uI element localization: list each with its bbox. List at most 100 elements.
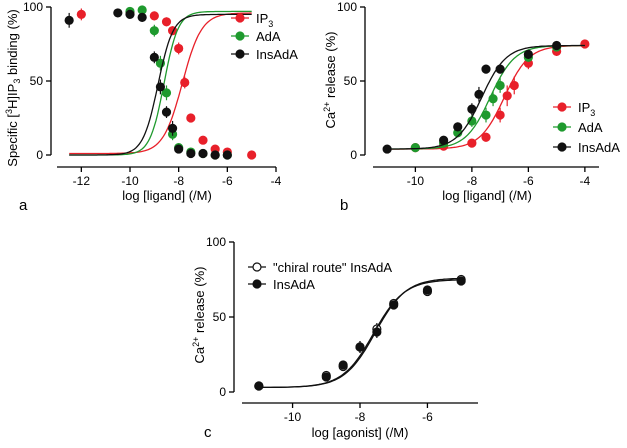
data-point xyxy=(552,40,562,51)
data-point xyxy=(372,327,382,337)
legend-label: InsAdA xyxy=(256,47,298,62)
data-point xyxy=(439,135,449,145)
data-point xyxy=(488,94,498,104)
data-point xyxy=(174,144,184,154)
data-point xyxy=(495,110,505,120)
series-insada xyxy=(382,40,585,154)
legend-marker xyxy=(235,31,245,41)
x-tick-label: -8 xyxy=(355,410,366,424)
x-tick-label: -8 xyxy=(467,174,478,188)
legend-marker xyxy=(557,122,567,132)
panel-a: 0 50 100 -12 -10 -8 -6 -4 log [ligand] (/M) Speci… xyxy=(4,0,298,214)
data-point xyxy=(167,123,178,133)
series-insada xyxy=(254,276,466,391)
data-point xyxy=(149,11,159,21)
fit-curve xyxy=(258,279,462,389)
y-tick-label: 0 xyxy=(350,148,357,162)
panel-label: c xyxy=(204,424,212,441)
y-axis-label-part: release (%) xyxy=(192,267,207,337)
legend-label-base: IP xyxy=(256,11,268,26)
data-point xyxy=(509,80,519,91)
data-point xyxy=(495,64,505,74)
y-axis-label-part: 2+ xyxy=(191,337,201,347)
legend-marker xyxy=(252,279,262,289)
data-point xyxy=(247,150,257,160)
fit-curve xyxy=(258,277,462,389)
data-point xyxy=(161,17,172,27)
data-point xyxy=(338,360,348,370)
x-tick-label: -10 xyxy=(407,174,425,188)
data-point xyxy=(467,138,477,148)
data-point xyxy=(474,89,484,99)
data-point xyxy=(222,150,232,160)
y-axis-label-part: 3 xyxy=(12,79,22,84)
y-axis-label-part: Specific [ xyxy=(5,114,20,167)
legend-label-base: InsAdA xyxy=(273,277,315,292)
x-tick-label: -10 xyxy=(121,174,139,188)
data-point xyxy=(422,285,433,295)
y-tick-label: 50 xyxy=(344,74,358,88)
data-point xyxy=(321,372,331,382)
legend-label: IP3 xyxy=(256,11,273,29)
fit-curve xyxy=(69,12,252,155)
y-axis-label-part: Ca xyxy=(323,111,338,128)
data-point xyxy=(355,342,365,352)
data-point xyxy=(502,91,512,101)
panel-c: 0 50 100 -10 -8 -6 log [agonist] (/M) Ca2+ rele… xyxy=(191,235,478,441)
y-tick-label: 0 xyxy=(219,385,226,399)
data-point xyxy=(254,381,264,391)
data-point xyxy=(149,52,159,62)
y-tick-label: 100 xyxy=(23,0,43,14)
data-point xyxy=(174,43,184,54)
data-point xyxy=(382,144,392,154)
data-point xyxy=(137,5,147,15)
legend-label: "chiral route" InsAdA xyxy=(273,260,392,275)
data-point xyxy=(186,113,196,123)
y-tick-label: 50 xyxy=(30,74,44,88)
data-point xyxy=(495,80,505,91)
legend-marker xyxy=(557,102,567,112)
y-tick-label: 100 xyxy=(206,235,226,249)
legend-label-base: AdA xyxy=(578,120,603,135)
data-point xyxy=(161,88,172,98)
data-point xyxy=(481,110,491,120)
data-point xyxy=(523,49,533,59)
data-point xyxy=(389,300,399,310)
data-point xyxy=(155,82,166,92)
x-axis-label: log [agonist] (/M) xyxy=(312,425,409,440)
y-axis-label: Ca2+ release (%) xyxy=(191,267,207,364)
data-point xyxy=(481,132,491,142)
x-tick-label: -6 xyxy=(523,174,534,188)
legend-marker xyxy=(235,49,245,59)
legend-marker xyxy=(235,13,245,23)
y-axis-label-part: 3 xyxy=(4,109,14,114)
legend-label-base: InsAdA xyxy=(256,47,298,62)
data-point xyxy=(161,107,172,117)
y-axis-label: Ca2+ release (%) xyxy=(322,32,338,129)
data-point xyxy=(180,77,190,88)
y-axis-label-part: Ca xyxy=(192,346,207,363)
legend-label-base: "chiral route" InsAdA xyxy=(273,260,392,275)
legend-label: InsAdA xyxy=(273,277,315,292)
legend-label-base: IP xyxy=(578,100,590,115)
series-insada xyxy=(64,8,252,160)
x-tick-label: -6 xyxy=(422,410,433,424)
y-axis-label-part: 2+ xyxy=(322,102,332,112)
x-axis-label: log [ligand] (/M) xyxy=(442,188,532,203)
data-point xyxy=(186,148,196,159)
legend-label-base: AdA xyxy=(256,29,281,44)
data-point xyxy=(113,8,123,18)
data-point xyxy=(210,150,220,160)
y-axis-label-part: release (%) xyxy=(323,32,338,102)
data-point xyxy=(410,143,420,153)
y-tick-label: 50 xyxy=(213,310,227,324)
data-point xyxy=(198,148,208,159)
fit-curve xyxy=(387,44,585,150)
legend: "chiral route" InsAdA InsAdA xyxy=(248,260,392,292)
legend-label: InsAdA xyxy=(578,140,620,155)
x-axis-label: log [ligand] (/M) xyxy=(122,188,212,203)
series--chiral-route-insada xyxy=(254,274,466,391)
y-axis-label-part: H]IP xyxy=(5,84,20,109)
